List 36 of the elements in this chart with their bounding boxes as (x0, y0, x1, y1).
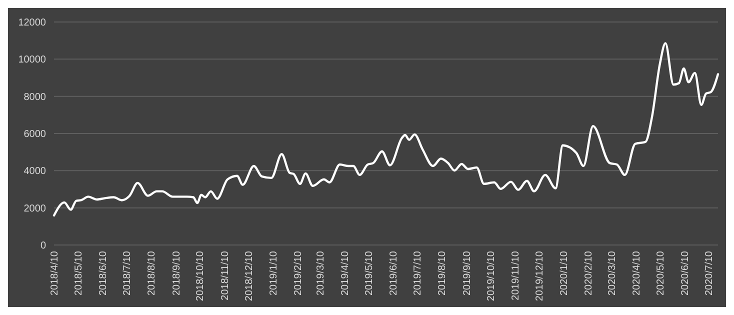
x-tick-label: 2019/11/10 (510, 250, 522, 300)
x-tick-label: 2018/10/10 (195, 250, 206, 302)
x-tick-label: 2020/7/10 (704, 250, 715, 296)
x-tick-label: 2020/1/10 (559, 250, 570, 296)
x-tick-label: 2019/5/10 (364, 250, 375, 296)
y-tick-label: 10000 (18, 54, 46, 66)
x-tick-label: 2019/1/10 (268, 250, 280, 296)
x-tick-label: 2020/2/10 (584, 250, 595, 296)
x-tick-label: 2018/9/10 (171, 250, 182, 296)
x-tick-label: 2018/11/10 (220, 250, 231, 300)
y-tick-label: 4000 (24, 166, 46, 178)
x-tick-label: 2018/5/10 (73, 250, 84, 296)
x-tick-label: 2020/3/10 (606, 250, 618, 296)
x-tick-label: 2018/8/10 (146, 250, 158, 296)
x-tick-label: 2019/2/10 (293, 250, 304, 296)
x-tick-label: 2019/7/10 (412, 250, 424, 296)
y-tick-label: 0 (40, 240, 46, 252)
x-tick-label: 2020/6/10 (680, 250, 692, 296)
x-tick-label: 2019/4/10 (340, 250, 352, 296)
x-tick-label: 2018/12/10 (244, 250, 255, 302)
y-tick-label: 6000 (24, 129, 46, 140)
x-tick-label: 2019/8/10 (437, 250, 448, 296)
x-tick-label: 2020/5/10 (655, 250, 666, 296)
x-tick-label: 2018/7/10 (122, 250, 133, 296)
x-tick-label: 2018/4/10 (50, 250, 60, 296)
x-tick-label: 2019/6/10 (388, 250, 400, 296)
x-tick-label: 2019/9/10 (462, 250, 473, 296)
x-tick-label: 2019/10/10 (486, 250, 497, 302)
x-tick-label: 2019/12/10 (534, 250, 546, 302)
y-tick-label: 2000 (24, 203, 46, 214)
x-tick-label: 2020/4/10 (631, 250, 642, 296)
y-tick-label: 8000 (24, 92, 46, 103)
x-tick-label: 2019/3/10 (315, 250, 326, 296)
line-series (52, 42, 720, 217)
x-tick-label: 2018/6/10 (98, 250, 110, 296)
y-tick-label: 12000 (18, 18, 46, 28)
